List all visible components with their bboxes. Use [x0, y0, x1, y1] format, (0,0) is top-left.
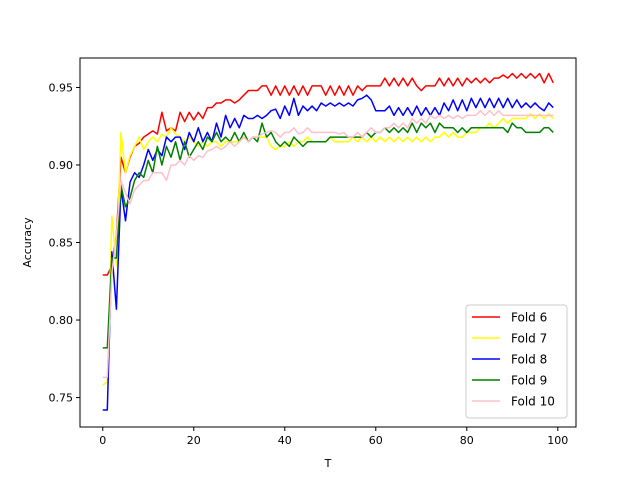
- x-axis-ticks: 0 20 40 60 80 100: [99, 427, 568, 447]
- y-axis-ticks: 0.75 0.80 0.85 0.90 0.95: [49, 81, 80, 405]
- legend-entry-label: Fold 10: [511, 395, 555, 409]
- series-line-fold-8: [102, 94, 554, 411]
- legend-entry-label: Fold 8: [511, 353, 547, 367]
- legend-entry-label: Fold 9: [511, 374, 547, 388]
- series-line-fold-9: [102, 122, 554, 349]
- x-tick-label: 60: [369, 434, 383, 447]
- x-tick-label: 100: [547, 434, 568, 447]
- y-tick-label: 0.90: [49, 159, 74, 172]
- x-tick-label: 80: [460, 434, 474, 447]
- legend-box: [465, 304, 568, 419]
- y-axis-label: Accuracy: [21, 217, 34, 268]
- y-tick-label: 0.80: [49, 314, 74, 327]
- y-tick-label: 0.95: [49, 81, 74, 94]
- legend: Fold 6 Fold 7 Fold 8 Fold 9 Fold 10: [465, 304, 568, 419]
- y-tick-label: 0.85: [49, 237, 74, 250]
- x-tick-label: 20: [187, 434, 201, 447]
- legend-entry-label: Fold 6: [511, 311, 547, 325]
- x-tick-label: 40: [278, 434, 292, 447]
- series-line-fold-6: [102, 72, 554, 276]
- y-tick-label: 0.75: [49, 392, 74, 405]
- x-axis-label: T: [324, 457, 332, 470]
- plot-lines: [102, 72, 554, 411]
- x-tick-label: 0: [99, 434, 106, 447]
- plot-frame: [79, 57, 577, 428]
- series-line-fold-10: [102, 109, 554, 379]
- legend-entry-label: Fold 7: [511, 332, 547, 346]
